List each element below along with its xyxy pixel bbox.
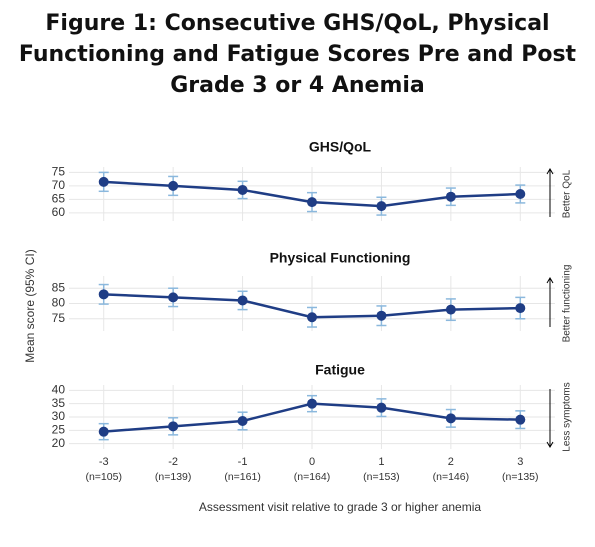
data-point bbox=[237, 184, 248, 195]
data-point bbox=[515, 303, 526, 314]
x-tick-label: 2 bbox=[448, 456, 454, 468]
figure-title: Figure 1: Consecutive GHS/QoL, Physical … bbox=[18, 11, 577, 98]
y-tick-label: 60 bbox=[52, 205, 66, 219]
y-tick-label: 70 bbox=[52, 178, 66, 192]
y-tick-label: 75 bbox=[52, 311, 66, 325]
data-point bbox=[98, 176, 109, 187]
x-tick-label: -2 bbox=[168, 456, 178, 468]
direction-label: Better QoL bbox=[562, 169, 573, 218]
y-axis-label: Mean score (95% CI) bbox=[23, 249, 37, 362]
data-point bbox=[168, 292, 179, 303]
data-point bbox=[515, 189, 526, 199]
data-point bbox=[237, 295, 248, 306]
data-point bbox=[98, 426, 109, 437]
x-axis-label: Assessment visit relative to grade 3 or … bbox=[199, 500, 481, 514]
data-point bbox=[445, 191, 456, 202]
data-point bbox=[515, 414, 526, 425]
data-point bbox=[307, 197, 317, 208]
arrow-head bbox=[546, 277, 554, 284]
y-tick-label: 80 bbox=[52, 296, 66, 310]
data-point bbox=[376, 402, 387, 413]
panel-title: GHS/QoL bbox=[309, 139, 372, 155]
x-tick-label: 3 bbox=[517, 456, 523, 468]
data-point bbox=[307, 312, 317, 323]
data-point bbox=[168, 421, 179, 432]
x-tick-sample-size: (n=161) bbox=[224, 471, 260, 483]
x-tick-label: -1 bbox=[238, 456, 248, 468]
x-tick-label: -3 bbox=[99, 456, 109, 468]
x-tick-sample-size: (n=105) bbox=[85, 471, 121, 483]
y-tick-label: 35 bbox=[52, 396, 66, 410]
arrow-head bbox=[546, 441, 554, 448]
x-tick-label: 0 bbox=[309, 456, 315, 468]
direction-label: Better functioning bbox=[562, 265, 573, 343]
data-point bbox=[307, 398, 317, 409]
y-tick-label: 65 bbox=[52, 192, 66, 206]
x-tick-sample-size: (n=135) bbox=[502, 471, 538, 483]
panel-title: Physical Functioning bbox=[270, 250, 411, 266]
y-tick-label: 20 bbox=[52, 436, 66, 450]
y-tick-label: 40 bbox=[52, 383, 66, 397]
y-tick-label: 85 bbox=[52, 280, 66, 294]
data-point bbox=[376, 201, 387, 212]
panel-title: Fatigue bbox=[315, 362, 365, 378]
direction-label: Less symptoms bbox=[562, 382, 573, 451]
y-tick-label: 30 bbox=[52, 409, 66, 423]
data-point bbox=[445, 304, 456, 315]
x-tick-sample-size: (n=146) bbox=[433, 471, 469, 483]
x-tick-sample-size: (n=164) bbox=[294, 471, 330, 483]
y-tick-label: 75 bbox=[52, 165, 66, 179]
data-point bbox=[445, 413, 456, 424]
data-point bbox=[237, 416, 248, 426]
data-point bbox=[168, 180, 179, 191]
data-point bbox=[376, 310, 387, 321]
arrow-head bbox=[546, 168, 554, 175]
x-tick-label: 1 bbox=[378, 456, 384, 468]
x-tick-sample-size: (n=139) bbox=[155, 471, 191, 483]
x-tick-sample-size: (n=153) bbox=[363, 471, 399, 483]
y-tick-label: 25 bbox=[52, 423, 66, 437]
data-point bbox=[98, 289, 109, 300]
